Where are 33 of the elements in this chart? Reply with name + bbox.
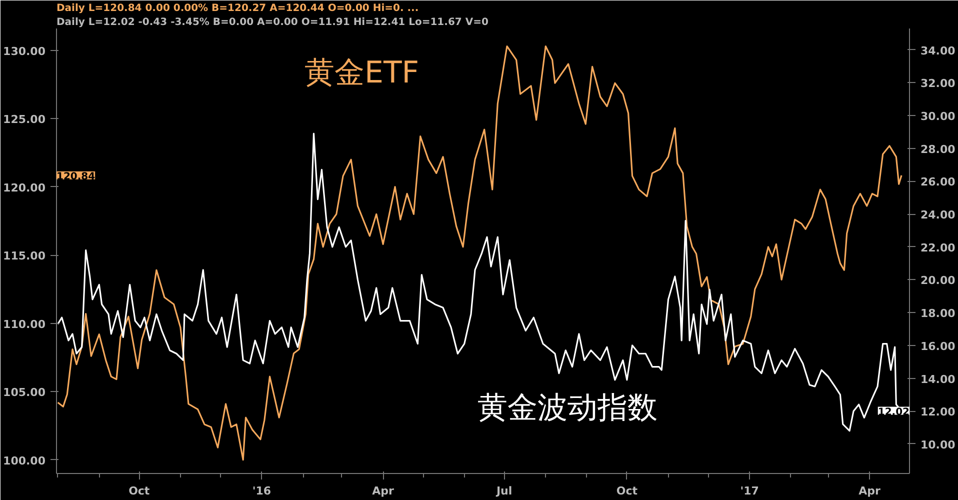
y-tick-label: 130.00: [3, 44, 46, 58]
y-tick-label: 100.00: [3, 454, 46, 468]
series-label: 黄金ETF: [304, 56, 420, 90]
text: Daily L=12.02 -0.43 -3.45% B=0.00 A=0.00 O=11.91 Hi=12.41 Lo=11.67 V=0: [56, 17, 488, 28]
annotation: 12.02: [878, 406, 910, 418]
y2-tick-label: 28.00: [920, 142, 956, 156]
x-tick-label: '16: [252, 484, 272, 498]
x-tick-label: Apr: [372, 484, 395, 498]
y2-tick-label: 14.00: [920, 372, 956, 386]
annotation: 120.84: [56, 171, 96, 182]
y2-tick-label: 18.00: [920, 307, 956, 320]
y2-tick-label: 24.00: [920, 208, 956, 222]
y2-tick-label: 12.00: [920, 406, 956, 419]
y-tick-label: 125.00: [3, 113, 46, 126]
text: Daily L=120.84 0.00 0.00% B=120.27 A=120.44 O=0.00 Hi=0. ...: [56, 3, 419, 14]
x-tick-label: Apr: [858, 484, 881, 498]
x-tick-label: Oct: [128, 484, 150, 498]
x-tick-label: Oct: [616, 484, 638, 498]
y2-tick-label: 20.00: [920, 274, 956, 288]
y-tick-label: 110.00: [3, 318, 46, 331]
x-tick-label: '17: [740, 484, 759, 498]
y2-tick-label: 26.00: [920, 176, 956, 189]
y-tick-label: 120.00: [3, 181, 46, 194]
x-tick-label: Jul: [495, 484, 512, 498]
y2-tick-label: 10.00: [920, 438, 956, 452]
y-tick-label: 105.00: [3, 386, 46, 400]
series-label: 黄金波动指数: [478, 390, 658, 426]
y2-tick-label: 16.00: [920, 340, 956, 353]
y2-tick-label: 34.00: [920, 44, 956, 58]
y2-tick-label: 32.00: [920, 77, 956, 90]
y2-tick-label: 30.00: [920, 110, 956, 124]
y-tick-label: 115.00: [3, 250, 46, 263]
y2-tick-label: 22.00: [920, 241, 956, 254]
